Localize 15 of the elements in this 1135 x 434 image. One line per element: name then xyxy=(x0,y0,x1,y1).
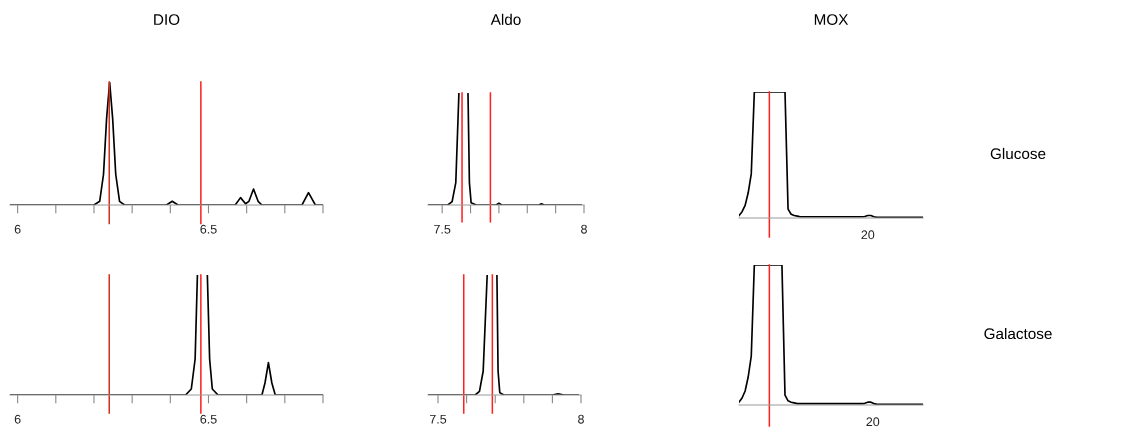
chart-title: Aldo xyxy=(490,13,521,25)
chart-title: DIO xyxy=(154,14,180,25)
x-tick-label: 7.5 xyxy=(429,414,447,424)
x-tick-label: 8 xyxy=(578,414,584,424)
x-tick-label: 6 xyxy=(14,224,21,234)
x-tick-label: 8 xyxy=(581,224,587,234)
x-tick-label: 6 xyxy=(14,414,21,424)
text: Glucose xyxy=(990,147,1046,160)
x-tick-label: 7.5 xyxy=(434,224,451,234)
text: Galactose xyxy=(984,327,1052,340)
x-tick-label: 6.5 xyxy=(200,414,217,424)
text: 20 xyxy=(866,417,880,427)
x-tick-label: 6.5 xyxy=(200,224,217,234)
chart-title: MOX xyxy=(814,14,849,25)
text: 20 xyxy=(861,230,875,240)
